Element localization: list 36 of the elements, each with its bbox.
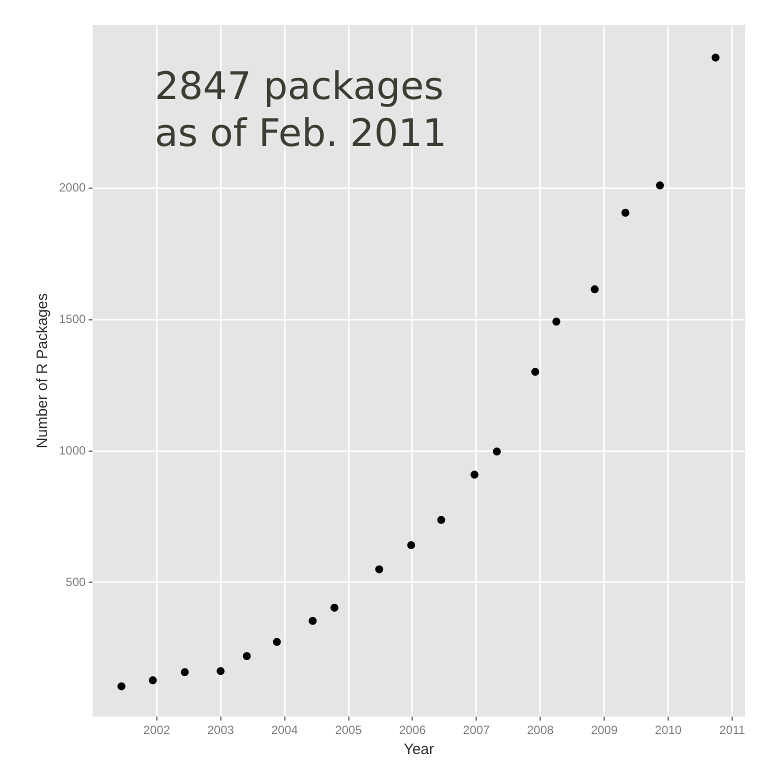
- y-tick-label: 1000: [58, 443, 86, 458]
- x-tick-label: 2003: [207, 723, 234, 738]
- point: [407, 541, 416, 550]
- point: [531, 368, 540, 376]
- point: [437, 516, 446, 524]
- point: [470, 470, 478, 479]
- point: [242, 652, 251, 660]
- point: [621, 208, 630, 217]
- x-tick-label: 2011: [719, 723, 746, 738]
- point: [117, 682, 126, 690]
- x-tick-label: 2006: [399, 723, 426, 738]
- x-axis-title: Year: [404, 741, 434, 758]
- x-tick-label: 2009: [590, 723, 618, 738]
- x-tick-label: 2008: [527, 723, 554, 738]
- x-tick-label: 2004: [271, 723, 298, 738]
- point: [590, 285, 599, 294]
- point: [492, 448, 501, 456]
- annotation: 2847 packages as of Feb. 2011: [154, 64, 447, 155]
- point: [272, 638, 281, 646]
- point: [330, 604, 338, 612]
- y-tick-label: 2000: [58, 180, 86, 194]
- x-tick-label: 2002: [143, 723, 170, 738]
- point: [656, 181, 664, 190]
- point: [148, 676, 157, 684]
- y-tick-label: 1500: [58, 312, 86, 326]
- x-tick-label: 2005: [335, 723, 362, 738]
- point: [216, 667, 225, 676]
- point: [712, 54, 720, 62]
- point: [552, 318, 560, 326]
- point: [180, 668, 189, 676]
- point: [308, 616, 317, 625]
- x-tick-label: 2010: [654, 723, 682, 738]
- point: [375, 565, 384, 574]
- y-axis-title: Number of R Packages: [34, 293, 52, 448]
- y-tick-label: 500: [66, 574, 86, 589]
- x-tick-label: 2007: [463, 723, 490, 738]
